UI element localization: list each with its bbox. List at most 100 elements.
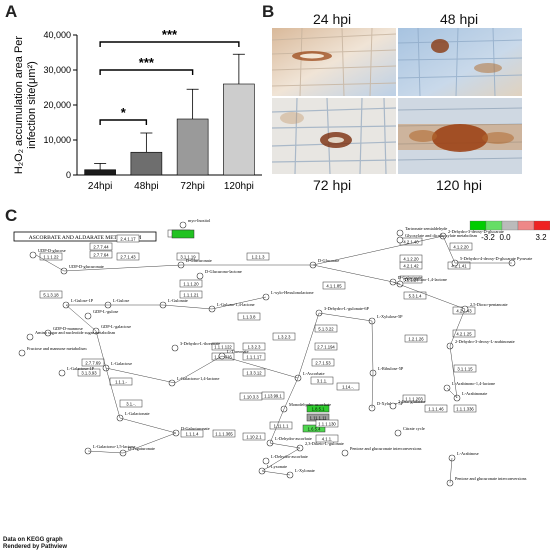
compound-node [394, 429, 402, 437]
compound-label: D-Xylulose-5P [377, 401, 404, 406]
micrograph-label-72: 72 hpi [313, 177, 352, 193]
compound-node [58, 369, 66, 377]
enzyme-box [179, 279, 203, 288]
compound-label: UDP-D-glucose [38, 248, 66, 253]
enzyme-box [424, 404, 448, 413]
compound-label: D-Glucurono-lactone [205, 269, 242, 274]
panel-label-a: A [5, 2, 18, 21]
pathway-edge [312, 264, 394, 283]
pathway-edge [95, 330, 107, 369]
enzyme-box [211, 342, 235, 351]
compound-label: D-Glucuronate [186, 258, 212, 263]
pathway-edge [442, 235, 456, 264]
enzyme-label: 3.1.1. [317, 378, 327, 383]
pathway-title: ASCORBATE AND ALDARATE METABOLISM [29, 235, 142, 241]
compound-label: L-Xylonate [295, 468, 315, 473]
compound-label: Pentose and glucuronate interconversions [350, 446, 422, 451]
compound-label: L-Xylulose-5P [377, 314, 403, 319]
enzyme-label: 1.6.5.4 [308, 426, 321, 431]
enzyme-box [237, 312, 261, 321]
pathway-edge [318, 312, 373, 322]
enzyme-label: 1.1.3.8 [243, 314, 256, 319]
footer-kegg: Data on KEGG graph [3, 537, 63, 543]
enzyme-box [399, 275, 423, 284]
enzyme-box [449, 242, 473, 251]
compound-label: 5-Dehydro-4-deoxy-D-glucarate [460, 256, 516, 261]
enzyme-label: 1.10.2.1 [246, 434, 262, 439]
enzyme-label: 1.1.1.122 [214, 344, 232, 349]
pathway-edge [174, 355, 223, 384]
enzyme-label: 1.1.1.130 [318, 421, 336, 426]
compound-label: L-Gulonate [168, 298, 188, 303]
micrograph-24hpi [272, 28, 396, 96]
pathway-edge [65, 304, 97, 332]
enzyme-label: 2.7.7.64 [93, 252, 109, 257]
compound-label: 2-Oxo-glutarate [398, 399, 426, 404]
enzyme-label: 1.1.1.336 [456, 406, 474, 411]
enzyme-label: 2.7.1.53 [315, 360, 331, 365]
pathway-edge [449, 457, 453, 484]
panel-label-b: B [262, 2, 275, 21]
micrograph-label-120: 120 hpi [436, 177, 482, 193]
micrograph-label-48: 48 hpi [440, 11, 479, 27]
enzyme-label: 2.7.7.44 [93, 244, 109, 249]
legend-swatch [501, 220, 519, 231]
enzyme-label: 1.1.1.20 [183, 281, 199, 286]
compound-node [341, 449, 349, 457]
compound-node [396, 229, 404, 237]
micrograph-48hpi [398, 28, 522, 96]
compound-label: GDP-L-gulose [93, 309, 118, 314]
enzyme-label: 1.1.1.- [115, 379, 127, 384]
compound-label: L-Arabinose [457, 451, 479, 456]
enzyme-label: 1.11.1.11 [310, 415, 328, 420]
compound-label: D-Glucarate [318, 258, 339, 263]
compound-node [396, 236, 404, 244]
enzyme-label: 1.13.99.1 [264, 393, 282, 398]
enzyme-box [453, 404, 477, 413]
pathway-edge [269, 442, 301, 449]
compound-label: L-Lyxonate [267, 464, 287, 469]
enzyme-box [314, 324, 338, 333]
enzyme-label: 1.8.5.1 [312, 406, 325, 411]
compound-label: L-Galactose [111, 361, 132, 366]
pathway-edge [312, 235, 444, 266]
enzyme-label: 1.1.1.46 [428, 406, 444, 411]
enzyme-label: 3.1.1.15 [457, 366, 473, 371]
enzyme-label: 2.7.1.43 [120, 254, 136, 259]
enzyme-label: 4.1.1.85 [326, 283, 342, 288]
compound-label: D-Galacturonate [181, 426, 210, 431]
enzyme-label: 1.11.1.1 [274, 423, 289, 428]
enzyme-label: 4.1.2.20 [403, 256, 419, 261]
compound-label: L-Gulono-1,4-lactone [217, 302, 255, 308]
compound-label: L-Gulose-1P [71, 298, 94, 303]
y-tick-label: 10,000 [43, 135, 71, 145]
compound-label: 2-Dehydro-3-deoxy-L-arabinonate [455, 339, 515, 344]
compound-node [389, 402, 397, 410]
enzyme-box [77, 368, 101, 377]
enzyme-box [242, 352, 266, 361]
compound-node [262, 457, 270, 465]
pathway-edge [392, 281, 466, 310]
compound-label: GDP-L-galactose [101, 324, 131, 329]
enzyme-box [269, 421, 293, 430]
enzyme-box [81, 358, 105, 367]
compound-label: L-xylo-Hexulonolactone [271, 290, 314, 295]
pathway-edge [297, 312, 320, 379]
pathway-edge [162, 304, 213, 310]
compound-label: Amino sugar and nucleotide sugar metabol… [35, 330, 116, 335]
compound-label: L-Dehydro-ascorbate [275, 436, 312, 441]
enzyme-box [242, 368, 266, 377]
enzyme-box [212, 429, 236, 438]
compound-label: L-Gulose [113, 298, 129, 303]
enzyme-box [302, 424, 326, 433]
enzyme-box [399, 254, 423, 263]
legend-swatch [517, 220, 535, 231]
pathway-edge [35, 254, 65, 272]
x-tick-label: 120hpi [224, 181, 254, 192]
enzyme-box [89, 242, 113, 251]
enzyme-box [402, 394, 426, 403]
enzyme-label: 5.5.1.27 [403, 277, 419, 282]
enzyme-box [242, 342, 266, 351]
pathway-edge [221, 355, 299, 379]
enzyme-label: 4.2.1.42 [403, 263, 419, 268]
